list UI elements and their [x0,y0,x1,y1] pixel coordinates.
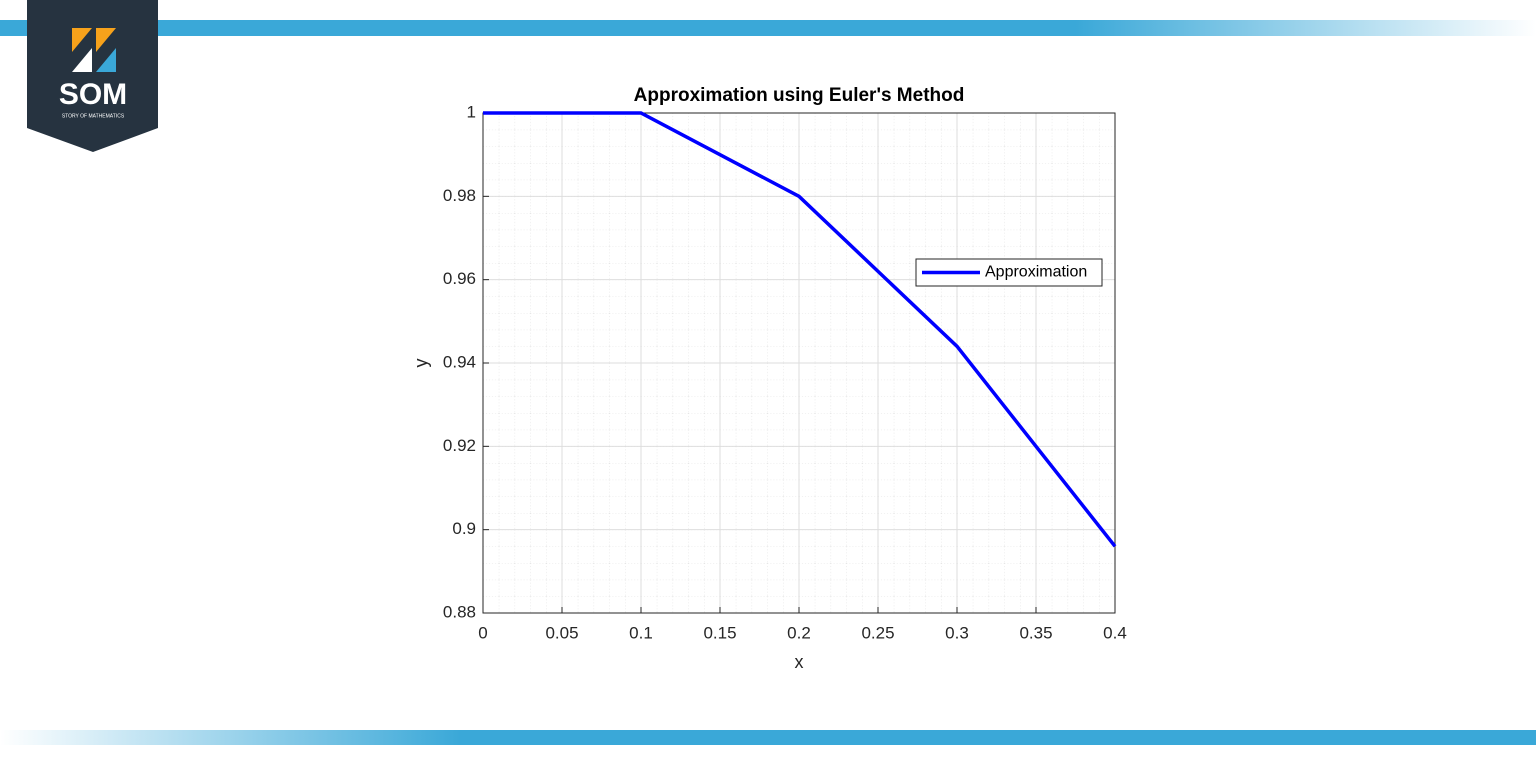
y-tick-label: 1 [467,102,476,121]
logo-mark [72,48,92,72]
logo-subtitle: STORY OF MATHEMATICS [62,113,125,119]
x-tick-label: 0.3 [945,623,969,642]
axes-box [482,112,1116,614]
y-tick-label: 0.88 [443,602,476,621]
x-tick-label: 0.4 [1103,623,1127,642]
chart-title: Approximation using Euler's Method [634,85,965,106]
logo-mark [96,28,116,52]
x-axis-label: x [795,652,804,672]
y-tick-label: 0.94 [443,352,476,371]
y-tick-label: 0.96 [443,269,476,288]
bottom-banner [0,730,1536,745]
top-banner [0,20,1536,36]
logo-badge [27,0,158,152]
x-tick-label: 0.35 [1019,623,1052,642]
x-tick-label: 0.25 [861,623,894,642]
y-tick-label: 0.9 [452,519,476,538]
logo-title: SOM [59,78,127,111]
y-tick-label: 0.98 [443,186,476,205]
legend-label: Approximation [985,264,1087,281]
y-tick-label: 0.92 [443,436,476,455]
x-tick-label: 0.05 [545,623,578,642]
x-tick-label: 0.2 [787,623,811,642]
x-tick-label: 0.15 [703,623,736,642]
logo-mark [72,28,92,52]
y-axis-label: y [411,359,431,368]
x-tick-label: 0.1 [629,623,653,642]
x-tick-label: 0 [478,623,487,642]
legend: Approximation [915,258,1103,287]
data-line [483,111,1117,548]
logo: SOM STORY OF MATHEMATICS [27,0,158,152]
logo-mark [96,48,116,72]
